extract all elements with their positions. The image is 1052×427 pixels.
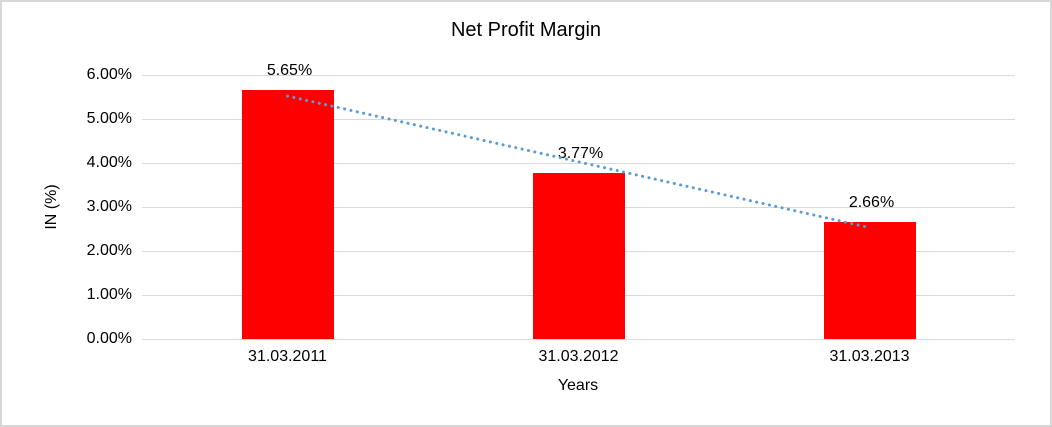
bar-value-label: 5.65% <box>266 62 313 80</box>
bar-value-label: 3.77% <box>557 145 604 163</box>
gridline <box>142 338 1015 340</box>
bar <box>823 221 916 339</box>
bar-value-label: 2.66% <box>848 193 895 211</box>
y-tick-label: 3.00% <box>86 198 132 215</box>
y-tick-label: 2.00% <box>86 242 132 259</box>
gridline <box>142 74 1015 76</box>
y-tick-label: 6.00% <box>86 66 132 83</box>
x-tick-label: 31.03.2011 <box>248 348 327 365</box>
x-tick-label: 31.03.2013 <box>829 348 910 365</box>
y-tick-label: 0.00% <box>86 330 132 347</box>
y-tick-label: 1.00% <box>86 286 132 303</box>
y-tick-label: 4.00% <box>86 154 132 171</box>
bar <box>241 90 334 339</box>
chart-title: Net Profit Margin <box>450 19 602 41</box>
y-tick-label: 5.00% <box>86 110 132 127</box>
x-tick-label: 31.03.2012 <box>538 348 619 365</box>
bar <box>532 173 625 339</box>
x-axis-title: Years <box>557 377 599 394</box>
